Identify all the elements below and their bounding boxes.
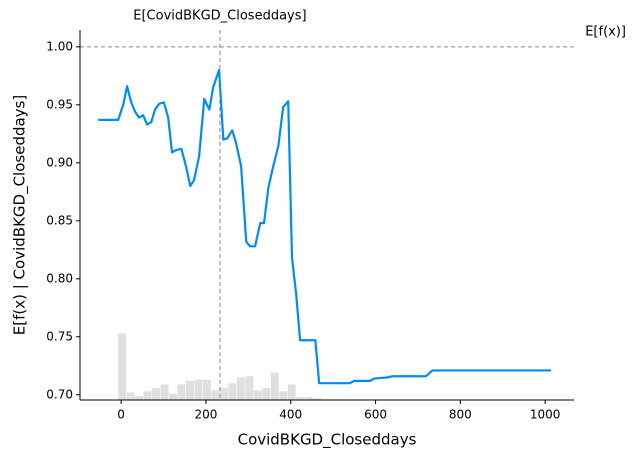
line <box>98 68 552 385</box>
histogram-bar <box>126 392 135 400</box>
histogram-bar <box>177 384 186 400</box>
expected-y-label: E[f(x)] <box>585 24 626 39</box>
histogram-bar <box>245 376 254 400</box>
y-tick-label: 0.90 <box>46 155 73 169</box>
histogram-bar <box>186 380 194 400</box>
histogram-bar <box>219 387 228 400</box>
histogram-bar <box>313 398 322 400</box>
histogram-bar <box>169 393 178 400</box>
histogram-bar <box>279 391 288 400</box>
y-tick-label: 1.00 <box>46 39 73 53</box>
histogram-bar <box>304 397 313 400</box>
x-axis-label: CovidBKGD_Closeddays <box>238 431 417 450</box>
histogram-bar <box>160 384 169 400</box>
histogram-bar <box>236 377 245 400</box>
histogram-bar <box>270 372 279 400</box>
x-tick-label: 400 <box>279 408 302 422</box>
y-tick-label: 0.75 <box>46 329 73 343</box>
x-tick-label: 600 <box>364 408 387 422</box>
histogram-bar <box>194 379 203 400</box>
histogram-bar <box>211 390 220 400</box>
x-tick-label: 1000 <box>530 408 561 422</box>
histogram-bar <box>152 387 161 400</box>
x-tick-label: 200 <box>194 408 217 422</box>
y-tick-label: 0.95 <box>46 97 73 111</box>
histogram-bar <box>253 390 262 400</box>
y-tick-label: 0.85 <box>46 213 73 227</box>
y-tick-label: 0.80 <box>46 271 73 285</box>
x-tick-label: 0 <box>117 408 125 422</box>
histogram-bar <box>262 387 271 400</box>
histogram-bar <box>135 395 144 400</box>
y-tick-label: 0.70 <box>46 387 73 401</box>
histogram-bar <box>228 383 237 400</box>
y-axis-label: E[f(x) | CovidBKGD_Closeddays] <box>11 95 30 335</box>
histogram-bar <box>143 391 152 400</box>
histogram-bar <box>202 379 211 400</box>
x-tick-label: 800 <box>449 408 472 422</box>
histogram-bar <box>287 384 296 400</box>
expected-x-label: E[CovidBKGD_Closeddays] <box>133 9 306 24</box>
histogram-bar <box>296 397 305 400</box>
histogram-bar <box>118 333 127 400</box>
